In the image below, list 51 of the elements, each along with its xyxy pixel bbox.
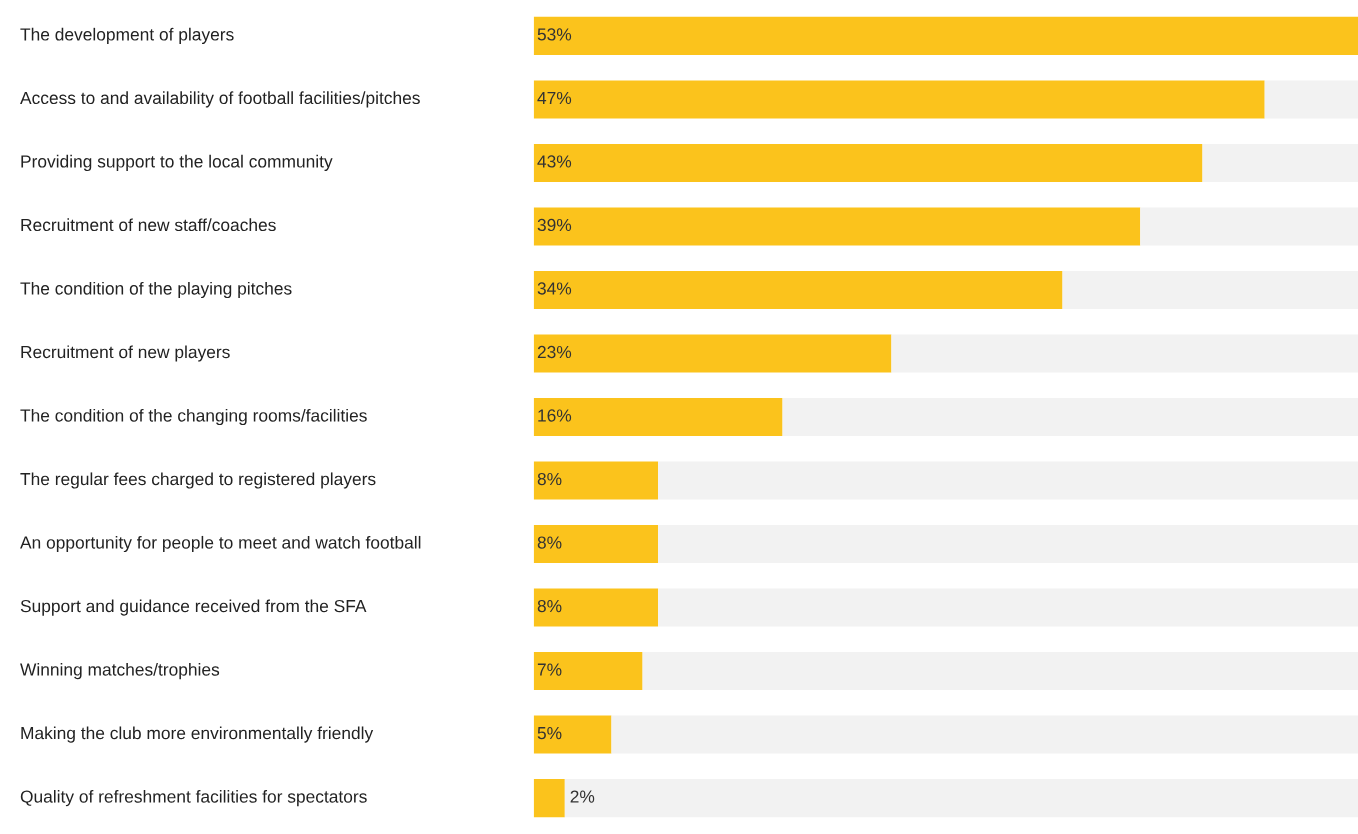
bar	[533, 779, 565, 818]
data-label: 5%	[537, 727, 562, 740]
data-label: 7%	[537, 663, 562, 676]
data-label: 34%	[537, 282, 572, 295]
bar	[533, 207, 1141, 246]
y-tick-label: Support and guidance received from the SFA	[20, 599, 367, 616]
bar	[533, 588, 659, 627]
y-tick-label: Access to and availability of football facilities/pitches	[20, 91, 420, 108]
y-tick-label: Winning matches/trophies	[20, 662, 220, 680]
bar	[1140, 207, 1358, 246]
bar	[533, 16, 1358, 55]
data-label: 16%	[538, 409, 572, 422]
y-tick-label: Quality of refreshment facilities for spectators	[20, 789, 367, 807]
data-label: 8%	[537, 472, 562, 486]
y-tick-label: The development of players	[20, 27, 234, 45]
bar	[1062, 270, 1358, 310]
bar	[658, 524, 1358, 564]
bar	[533, 524, 659, 564]
bar	[658, 588, 1358, 627]
y-tick-label: The condition of the changing rooms/facilities	[20, 408, 367, 426]
data-label: 39%	[537, 218, 572, 232]
data-label: 47%	[537, 91, 572, 105]
y-tick-label: An opportunity for people to meet and watch football	[20, 535, 421, 553]
y-tick-label: Recruitment of new staff/coaches	[21, 218, 276, 232]
bar	[564, 779, 1358, 818]
bar	[533, 461, 659, 500]
bar	[533, 715, 612, 754]
y-tick-label: Making the club more environmentally friendly	[21, 726, 374, 743]
bar	[533, 80, 1265, 119]
bar	[1264, 80, 1358, 119]
bar	[891, 334, 1358, 373]
bar	[533, 334, 892, 373]
data-label: 8%	[537, 599, 562, 613]
y-tick-label: The condition of the playing pitches	[20, 281, 292, 299]
data-label: 23%	[537, 345, 572, 359]
bar	[642, 652, 1358, 691]
data-label: 43%	[537, 155, 572, 168]
y-tick-label: Recruitment of new players	[21, 345, 230, 362]
bar	[782, 397, 1358, 437]
y-tick-label: Providing support to the local community	[21, 154, 333, 172]
bar	[533, 397, 783, 437]
bar	[611, 715, 1358, 754]
bar	[533, 143, 1203, 182]
bar	[658, 461, 1358, 500]
bar	[533, 270, 1063, 310]
data-label: 8%	[537, 536, 562, 549]
bar	[533, 652, 643, 691]
data-label: 2%	[570, 790, 595, 803]
bar	[1202, 143, 1358, 182]
data-label: 53%	[537, 28, 572, 41]
y-tick-label: The regular fees charged to registered players	[20, 472, 376, 489]
